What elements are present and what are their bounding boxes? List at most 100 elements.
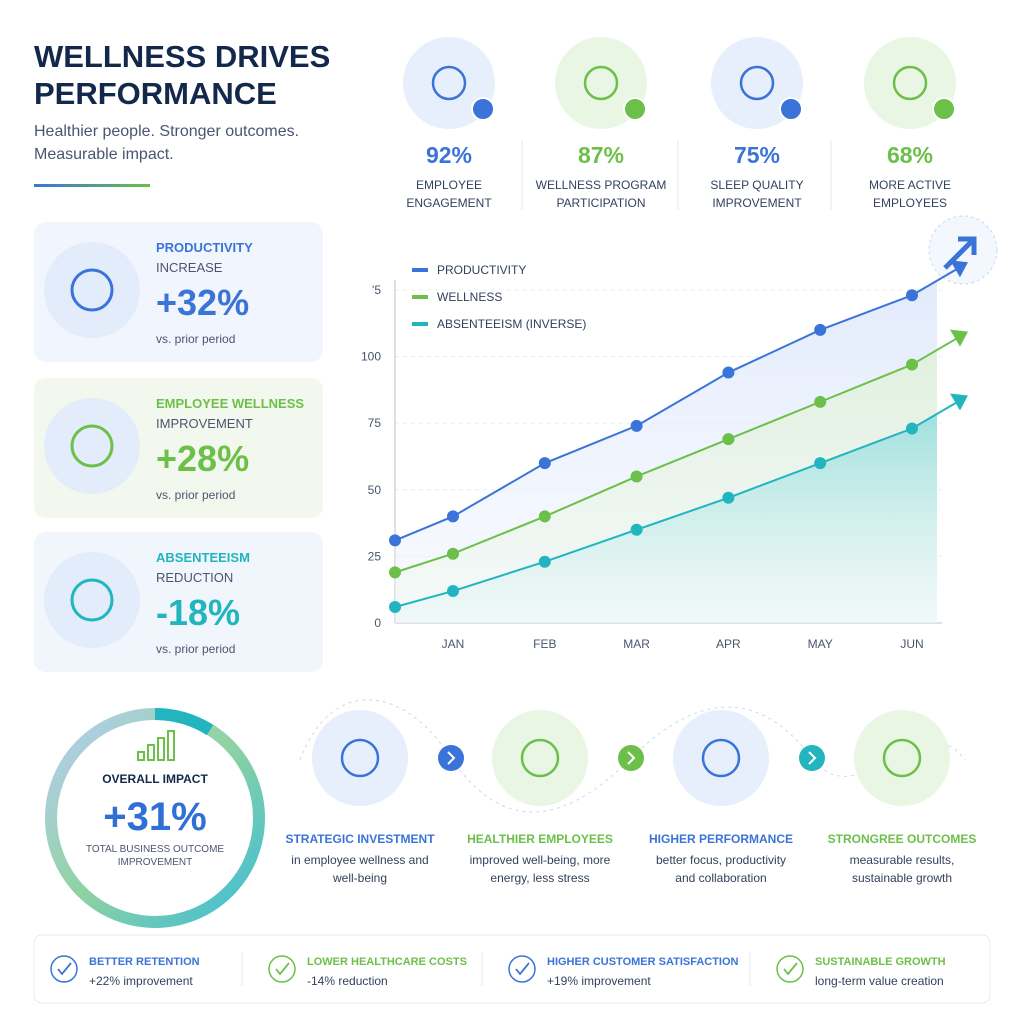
data-point [538,510,551,523]
benefits-box [33,934,991,1004]
data-point [389,534,401,547]
step-title: HIGHER PERFORMANCE [648,832,793,846]
step-icon-bg [312,710,408,806]
title: WELLNESS DRIVES PERFORMANCE [34,39,331,111]
stat-value: 92% [425,142,473,168]
y-tick-label: 75 [368,416,382,430]
step-text: measurable results, sustainable growth [849,853,955,885]
kpi-title: ABSENTEEISM [156,550,250,565]
kpi-icon-bg [44,552,140,648]
series-arrowhead [950,260,968,278]
data-point [538,555,551,568]
benefit-check [50,955,78,983]
stat-icon [431,65,467,101]
kpi-title: PRODUCTIVITY [156,240,253,255]
step-title: STRATEGIC INVESTMENT [285,832,435,846]
step-chevron [808,751,817,765]
data-point [722,433,735,446]
step-text: improved well-being, more energy, less s… [469,853,611,885]
y-tick-label: 50 [368,483,382,497]
stat-value: 68% [886,142,934,168]
x-tick-label: JAN [442,637,465,651]
data-point [538,457,551,470]
benefit-tick [57,962,72,976]
stat-value: 87% [577,142,625,168]
kpi-value: +32% [156,282,250,323]
data-point [814,457,827,470]
benefit-tick [515,962,530,976]
stat-value: 75% [733,142,781,168]
legend-label: ABSENTEEISM (INVERSE) [437,317,586,331]
step-icon-bg [492,710,588,806]
data-point [389,566,401,579]
kpi-note: vs. prior period [156,488,236,502]
subtitle: Healthier people. Stronger outcomes. Mea… [34,123,300,163]
stat-icon [739,65,775,101]
x-tick-label: MAY [808,637,833,651]
kpi-subtitle: IMPROVEMENT [156,416,253,431]
step-icon [340,738,380,778]
stat-check [932,97,956,121]
divider [34,184,150,187]
stat-check [623,97,647,121]
step-arrow [438,745,464,771]
kpi-icon-bg [44,398,140,494]
stat-check [779,97,803,121]
impact-title: OVERALL IMPACT [102,772,208,786]
data-point [722,491,735,504]
step-arrow [618,745,644,771]
stat-label: EMPLOYEE ENGAGEMENT [406,178,492,210]
impact-note: TOTAL BUSINESS OUTCOME IMPROVEMENT [85,844,225,868]
benefit-title: HIGHER CUSTOMER SATISFACTION [547,956,739,968]
kpi-value: -18% [156,592,241,633]
y-tick-label: 25 [368,549,382,563]
data-point [906,422,918,435]
series-arrowhead [950,329,968,347]
benefit-title: LOWER HEALTHCARE COSTS [307,956,467,968]
stat-label: MORE ACTIVE EMPLOYEES [868,178,951,210]
stat-check [471,97,495,121]
data-point [906,289,918,302]
data-point [814,323,827,336]
step-icon [701,738,741,778]
y-tick-label: 0 [374,616,381,630]
step-chevron [627,751,636,765]
impact-ring-accent [154,708,214,736]
benefit-text: long-term value creation [815,974,944,988]
data-point [906,358,918,371]
kpi-subtitle: REDUCTION [156,570,234,585]
kpi-icon [70,268,114,312]
kpi-subtitle: INCREASE [156,260,223,275]
stat-label: SLEEP QUALITY IMPROVEMENT [710,178,804,210]
kpi-icon-bg [44,242,140,338]
data-point [722,366,735,379]
benefit-tick [275,962,290,976]
stat-icon [892,65,928,101]
benefit-text: +22% improvement [89,974,193,988]
x-tick-label: FEB [533,637,556,651]
benefit-text: -14% reduction [307,974,388,988]
series-arrow [911,335,961,366]
x-tick-label: JUN [900,637,923,651]
benefit-tick [783,962,798,976]
kpi-value: +28% [156,438,250,479]
benefit-title: BETTER RETENTION [89,956,200,968]
impact-icon [137,730,175,761]
impact-value: +31% [103,795,207,839]
data-point [447,547,459,560]
step-title: HEALTHIER EMPLOYEES [467,832,613,846]
x-tick-label: MAR [623,637,650,651]
data-point [630,523,643,536]
kpi-note: vs. prior period [156,332,236,346]
series-arrowhead [950,393,968,411]
x-tick-label: APR [716,637,741,651]
benefit-check [268,955,296,983]
series-area [395,414,937,623]
step-icon-bg [673,710,769,806]
stat-label: WELLNESS PROGRAM PARTICIPATION [535,178,667,210]
step-icon [882,738,922,778]
arrow-icon [943,236,977,270]
step-text: better focus, productivity and collabora… [655,853,787,885]
